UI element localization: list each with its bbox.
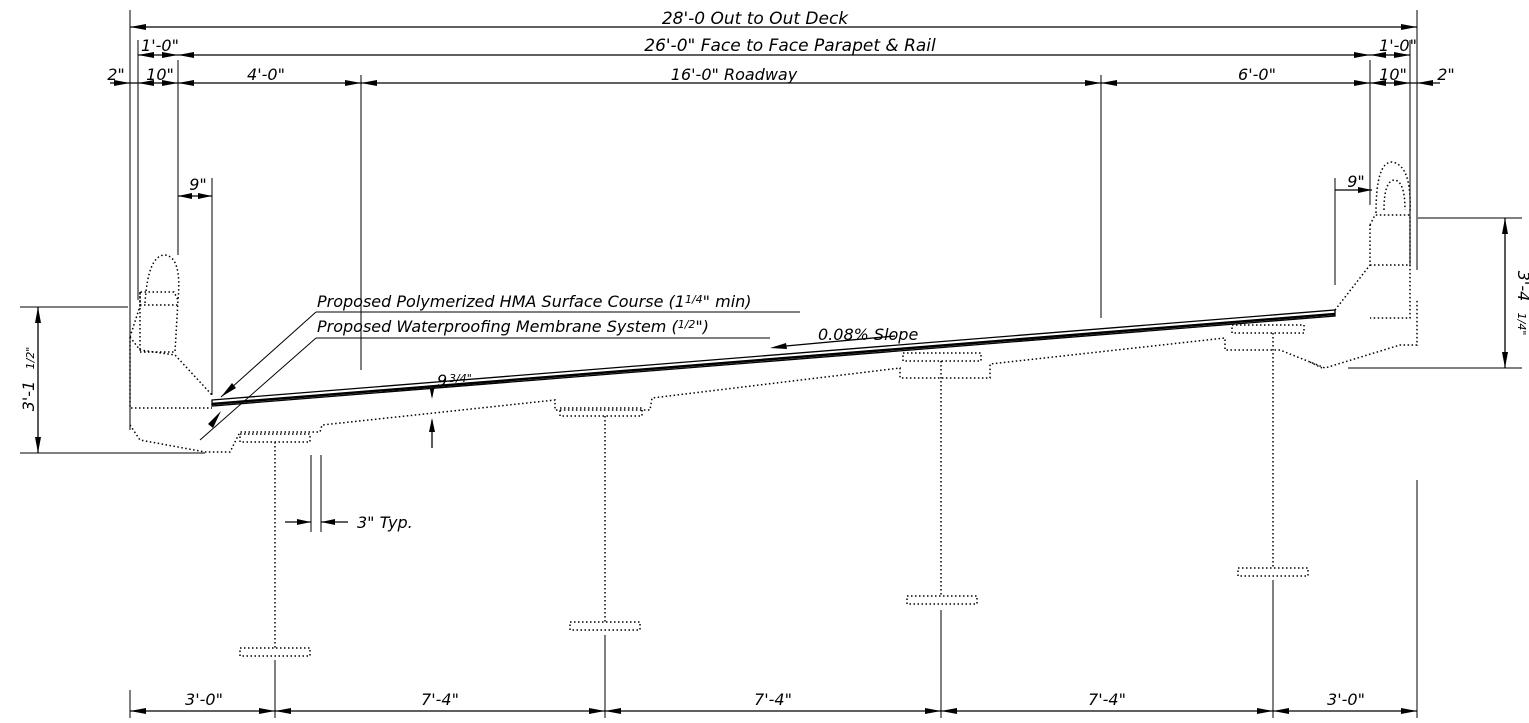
- girder-3: [902, 352, 982, 605]
- right-2in-label: 2": [1437, 65, 1455, 84]
- right-9in-label: 9": [1347, 172, 1365, 191]
- roadway-label: 16'-0" Roadway: [671, 65, 798, 84]
- right-parapet: [1334, 161, 1411, 319]
- surface-course-note: Proposed Polymerized HMA Surface Course …: [317, 292, 752, 311]
- svg-text:1/4": 1/4": [1515, 313, 1528, 336]
- spacing-label-5: 3'-0": [1327, 690, 1365, 709]
- left-parapet: [129, 254, 213, 396]
- right-1ft-label: 1'-0": [1379, 36, 1417, 55]
- right-height-label: 3'-4 1/4": [1514, 271, 1529, 336]
- membrane-note: Proposed Waterproofing Membrane System (…: [317, 317, 709, 336]
- flange-offset-label: 3" Typ.: [357, 513, 413, 532]
- girder-2: [559, 407, 643, 631]
- slope-label: 0.08% Slope: [818, 325, 918, 344]
- left-9in-label: 9": [189, 175, 207, 194]
- girder-1: [239, 433, 311, 657]
- spacing-label-2: 7'-4": [421, 690, 459, 709]
- left-height-label: 3'-1 1/2": [19, 347, 38, 412]
- left-1ft-label: 1'-0": [141, 36, 179, 55]
- left-4ft-label: 4'-0": [247, 65, 285, 84]
- svg-text:3'-1: 3'-1: [19, 381, 38, 412]
- left-2in-label: 2": [107, 65, 125, 84]
- slab-thickness-fraction: 3/4": [449, 372, 472, 385]
- spacing-label-3: 7'-4": [754, 690, 792, 709]
- face-to-face-label: 26'-0" Face to Face Parapet & Rail: [644, 36, 936, 56]
- note-leaders: [199, 311, 800, 441]
- right-6ft-label: 6'-0": [1238, 65, 1276, 84]
- deck-slab: [129, 292, 1418, 453]
- left-10in-label: 10": [146, 65, 174, 84]
- dimension-lines: [35, 24, 1508, 714]
- spacing-label-1: 3'-0": [185, 690, 223, 709]
- extension-lines: [20, 10, 1522, 718]
- right-10in-label: 10": [1379, 65, 1407, 84]
- slab-thickness-label: 9: [437, 371, 447, 390]
- girder-4: [1231, 324, 1309, 577]
- svg-text:3'-4: 3'-4: [1514, 271, 1529, 302]
- spacing-label-4: 7'-4": [1088, 690, 1126, 709]
- wearing-surface: [211, 309, 1336, 407]
- out-to-out-label: 28'-0 Out to Out Deck: [662, 9, 849, 29]
- svg-text:1/2": 1/2": [24, 347, 37, 370]
